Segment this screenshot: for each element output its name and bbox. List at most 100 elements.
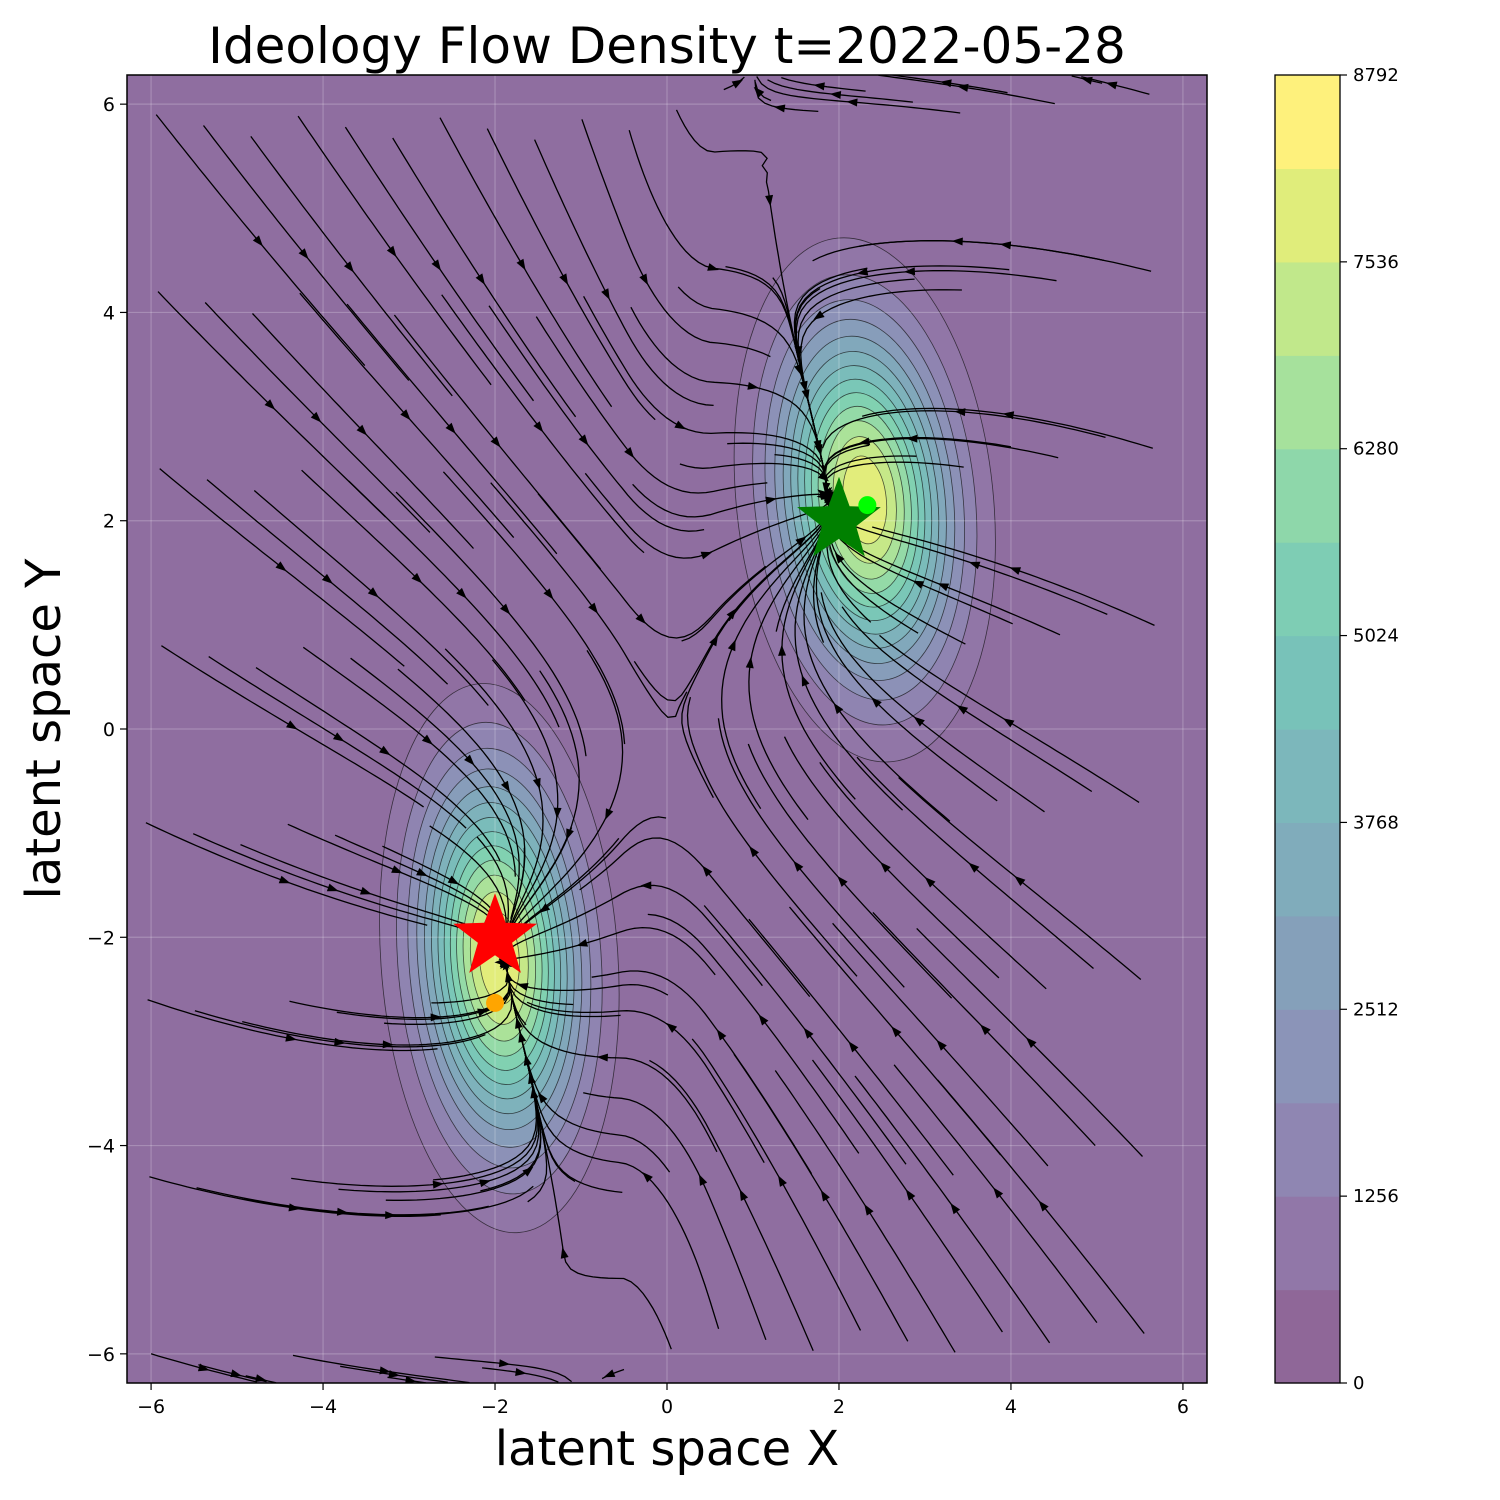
streamline-arrow: [709, 634, 719, 647]
streamline-arrow: [310, 411, 322, 423]
streamline-arrow: [727, 639, 736, 652]
attractor-star-marker: [797, 476, 881, 557]
streamline-arrow: [993, 1187, 1004, 1199]
streamline-arrow: [516, 982, 529, 991]
streamline-arrow: [379, 1366, 391, 1375]
streamline-arrow: [745, 656, 754, 669]
position-dot-marker: [858, 496, 877, 515]
streamline-arrow: [490, 436, 501, 448]
streamline-arrow: [913, 716, 925, 727]
streamline-arrow: [702, 865, 713, 877]
colorbar-band: [1275, 822, 1340, 917]
streamline-arrow: [936, 1039, 947, 1051]
streamline-arrow: [1009, 567, 1022, 575]
streamline-arrow: [405, 1376, 417, 1383]
x-tick-label: 6: [1177, 1396, 1189, 1418]
streamline-arrow: [356, 424, 368, 436]
colorbar-tick-label: 2512: [1353, 999, 1399, 1020]
streamline-arrow: [255, 1374, 267, 1383]
colorbar-tick-label: 3768: [1353, 812, 1399, 833]
colorbar-tick-label: 6280: [1353, 439, 1399, 460]
streamline-arrow: [532, 777, 541, 790]
x-tick-label: 4: [1005, 1396, 1017, 1418]
streamline-arrow: [326, 883, 339, 892]
streamline-arrow: [603, 1369, 616, 1378]
x-tick-label: 0: [661, 1396, 673, 1418]
streamline-arrow: [731, 79, 744, 89]
streamline-arrow: [856, 267, 869, 276]
streamline-arrow: [707, 263, 719, 271]
colorbar-band: [1275, 448, 1340, 543]
streamline-arrow: [1105, 81, 1118, 90]
streamline-arrow: [559, 273, 569, 285]
streamline-arrow: [640, 881, 652, 890]
streamline-arrow: [1014, 875, 1026, 886]
streamline-arrow: [475, 273, 485, 285]
colorbar-band: [1275, 168, 1340, 263]
streamline-arrow: [813, 82, 825, 91]
streamline-arrow: [539, 903, 551, 914]
colorbar-band: [1275, 75, 1340, 170]
streamline-arrow: [905, 1189, 916, 1201]
streamline-arrow: [298, 248, 309, 260]
colorbar-band: [1275, 1102, 1340, 1197]
streamline-arrow: [416, 867, 428, 877]
streamline-arrow: [891, 1026, 902, 1038]
streamlines: [145, 75, 1155, 1383]
streamline-arrow: [252, 235, 263, 247]
streamline-arrow: [388, 1370, 400, 1379]
colorbar-tick-label: 8792: [1353, 65, 1399, 86]
plot-background: [127, 75, 1207, 1383]
colorbar-band: [1275, 635, 1340, 730]
colorbar-tick-label: 7536: [1353, 252, 1399, 273]
streamline-arrow: [445, 422, 456, 434]
streamline-arrow: [456, 587, 467, 599]
streamline-arrow: [700, 551, 713, 560]
streamline-arrow: [820, 1189, 830, 1202]
streamline-arrow: [431, 259, 441, 271]
streamline-arrow: [432, 1180, 444, 1189]
streamline-arrow: [286, 720, 298, 730]
colorbar-band: [1275, 355, 1340, 450]
streamline-arrow: [834, 552, 845, 564]
y-tick-label: −4: [87, 1136, 115, 1158]
colorbar-tick-label: 0: [1353, 1373, 1364, 1394]
streamline-arrow: [1025, 1037, 1037, 1048]
streamline-arrow: [747, 381, 759, 390]
streamline-arrow: [336, 1207, 349, 1216]
streamline-arrow: [522, 1166, 534, 1177]
x-axis-label: latent space X: [495, 1421, 840, 1477]
position-dot-marker: [486, 993, 505, 1012]
streamline-arrow: [386, 245, 397, 258]
streamline-arrow: [278, 875, 291, 884]
streamline-arrow: [275, 561, 287, 572]
y-tick-label: −2: [87, 927, 115, 949]
streamline-arrow: [596, 1053, 609, 1062]
streamline-arrow: [778, 644, 787, 656]
colorbar-band: [1275, 729, 1340, 824]
streamline-arrow: [726, 608, 737, 620]
streamline-arrow: [588, 602, 599, 614]
streamline-arrow: [957, 83, 969, 92]
streamline-arrow: [379, 745, 391, 756]
y-axis-label: latent space Y: [16, 558, 72, 900]
streamline-arrow: [537, 1092, 548, 1104]
streamline-arrow: [533, 421, 544, 433]
x-axis-ticks: −6 −4 −2 0 2 4 6: [137, 1383, 1189, 1418]
streamline-arrow: [516, 258, 526, 271]
streamline-arrow: [543, 588, 554, 600]
streamline-arrow: [980, 1024, 991, 1036]
attractor-star-marker: [453, 893, 537, 973]
streamline-arrow: [385, 1211, 397, 1220]
streamline-arrow: [906, 434, 918, 443]
streamline-arrow: [400, 409, 411, 421]
streamline-arrow: [411, 572, 423, 584]
streamline-arrow: [999, 241, 1012, 250]
streamline-arrow: [837, 876, 848, 887]
streamline-arrow: [803, 1027, 814, 1039]
streamline-arrow: [912, 580, 925, 589]
streamline-arrow: [778, 1175, 787, 1187]
x-tick-label: 2: [833, 1396, 845, 1418]
colorbar-band: [1275, 915, 1340, 1010]
